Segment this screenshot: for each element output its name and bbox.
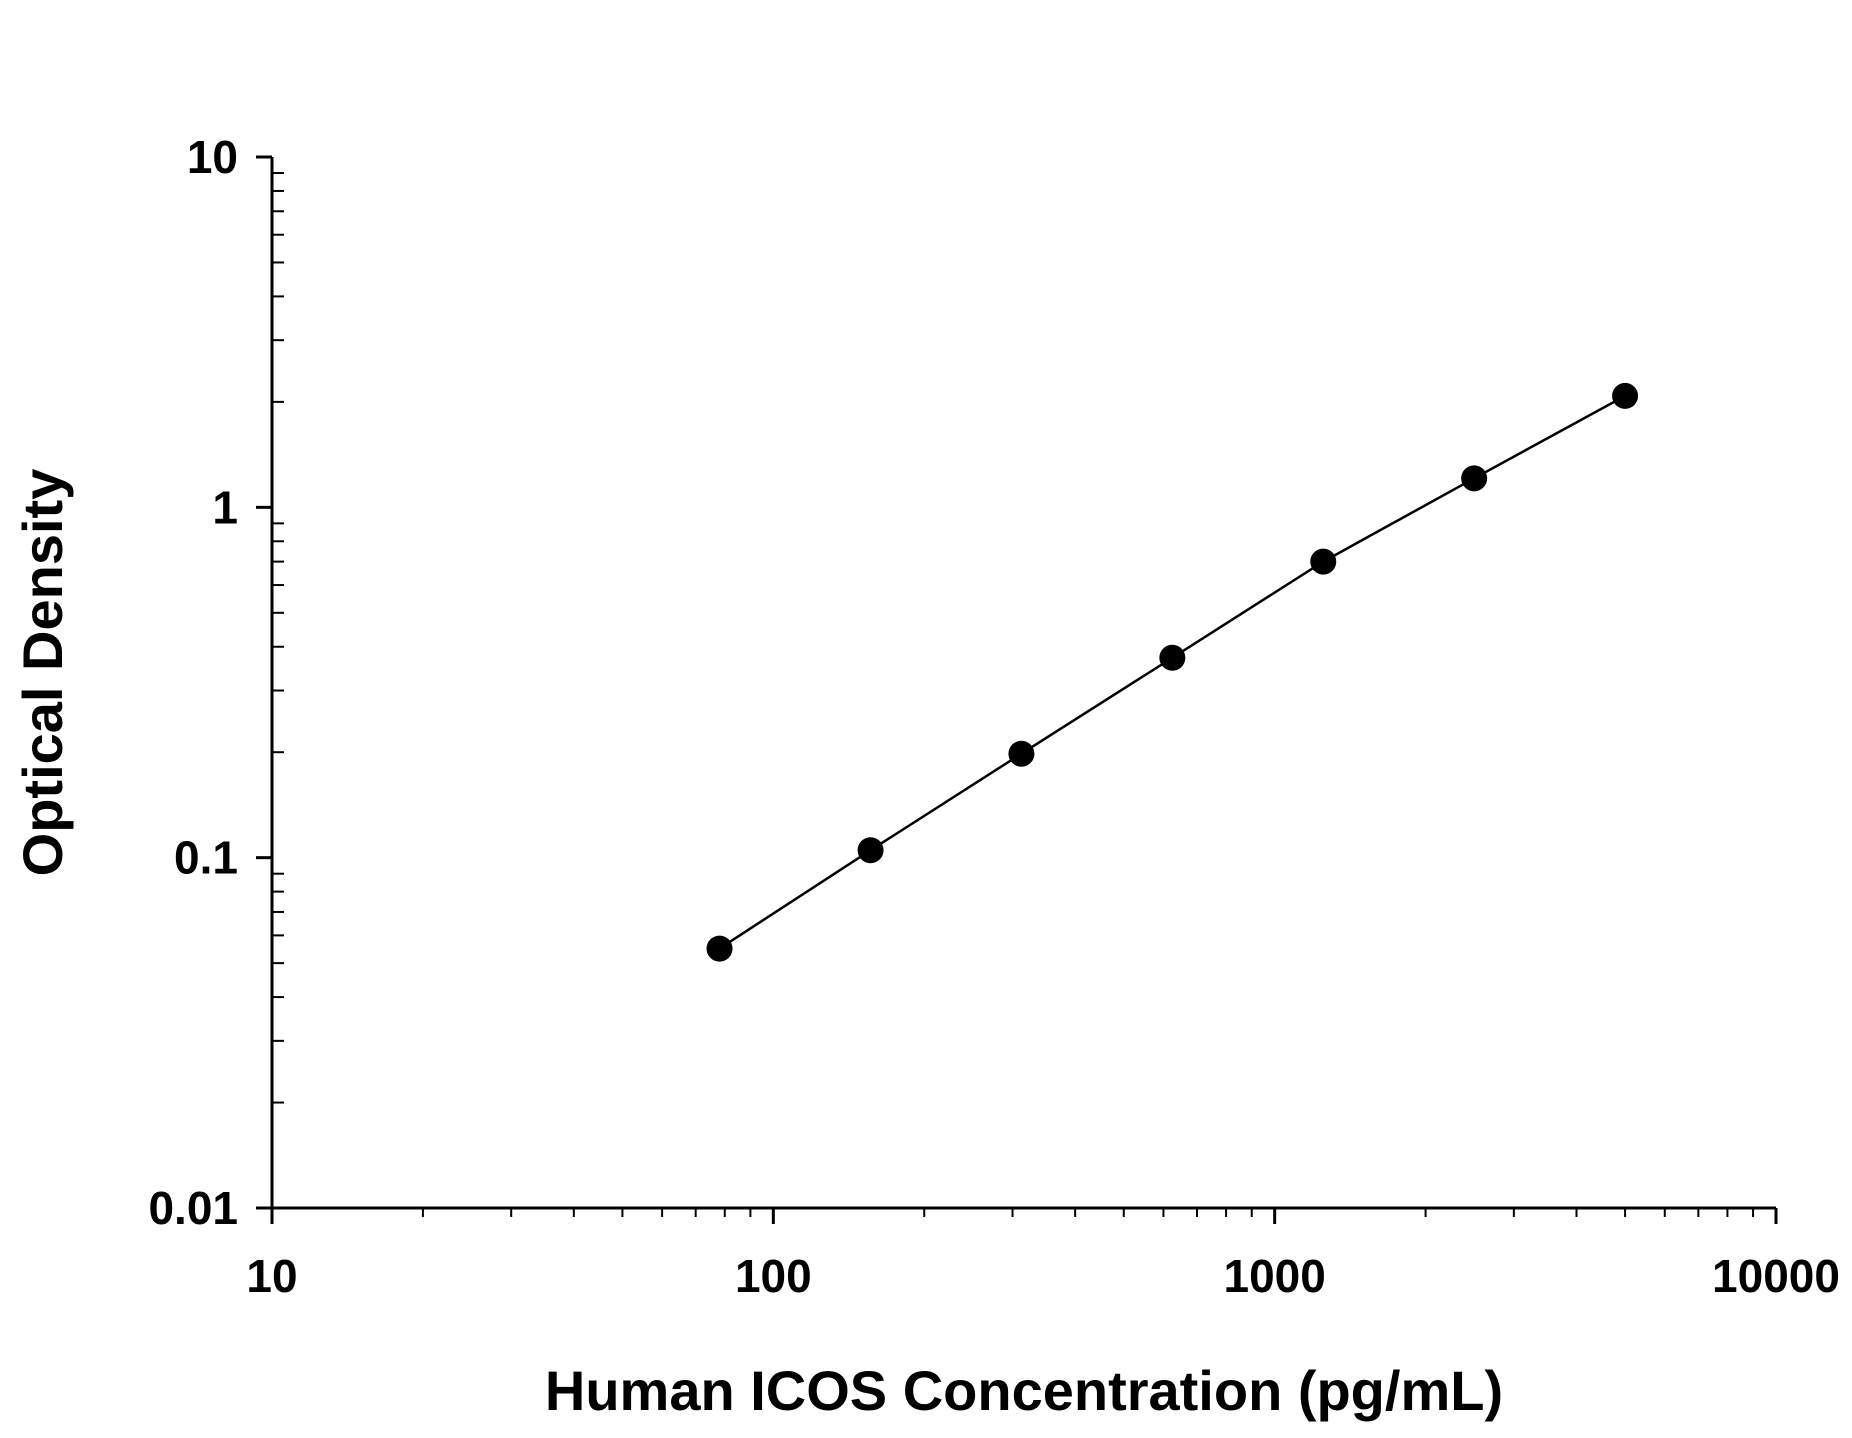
y-tick-label: 1 — [212, 481, 238, 533]
data-point — [1008, 740, 1035, 767]
axes — [256, 155, 1778, 1224]
x-tick-label: 100 — [735, 1250, 812, 1302]
y-tick-label: 0.1 — [174, 832, 238, 884]
data-point — [706, 935, 733, 962]
y-tick-label: 0.01 — [148, 1182, 238, 1234]
fit-curve — [718, 394, 1626, 950]
data-point — [1310, 548, 1337, 575]
data-points — [706, 382, 1639, 962]
data-point — [1461, 465, 1488, 492]
fit-line-layer — [718, 394, 1626, 950]
y-tick-label: 10 — [187, 131, 238, 183]
tick-labels: 10 100 1000 10000 0.01 0.1 1 10 — [148, 131, 1839, 1302]
x-tick-label: 1000 — [1223, 1250, 1325, 1302]
data-point — [1612, 382, 1639, 409]
x-axis-title: Human ICOS Concentration (pg/mL) — [545, 1359, 1503, 1422]
data-point — [1159, 644, 1186, 671]
x-tick-label: 10000 — [1712, 1250, 1840, 1302]
y-axis-title: Optical Density — [11, 469, 74, 877]
data-point — [857, 837, 884, 864]
x-tick-label: 10 — [246, 1250, 297, 1302]
